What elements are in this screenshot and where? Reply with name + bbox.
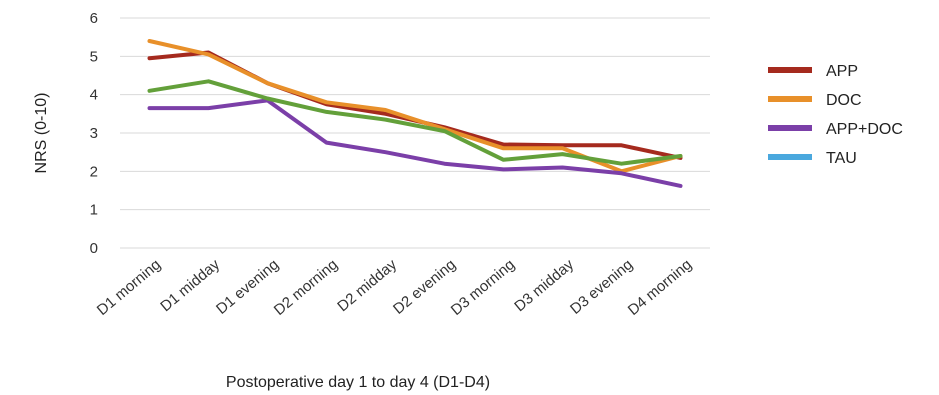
legend-label: APP	[826, 63, 858, 80]
y-tick-label: 5	[90, 48, 98, 65]
legend-label: APP+DOC	[826, 121, 903, 138]
series-line-app-doc	[147, 98, 683, 188]
x-tick-label: D1 morning	[94, 256, 164, 319]
y-tick-labels: 0 1 2 3 4 5 6	[90, 10, 98, 257]
y-tick-label: 6	[90, 10, 98, 27]
x-tick-label: D3 morning	[448, 256, 518, 319]
y-tick-label: 4	[90, 87, 98, 104]
x-tick-label: D2 morning	[271, 256, 341, 319]
series-line-unlabeled	[147, 79, 683, 166]
legend: APP DOC APP+DOC TAU	[768, 63, 903, 167]
y-axis-title: NRS (0-10)	[33, 93, 50, 174]
series-lines	[147, 39, 683, 188]
y-tick-label: 3	[90, 125, 98, 142]
y-tick-label: 1	[90, 202, 98, 219]
y-tick-label: 0	[90, 240, 98, 257]
x-axis-title: Postoperative day 1 to day 4 (D1-D4)	[226, 374, 490, 391]
legend-label: TAU	[826, 150, 857, 167]
y-tick-label: 2	[90, 163, 98, 180]
x-tick-label: D4 morning	[625, 256, 695, 319]
legend-label: DOC	[826, 92, 862, 109]
